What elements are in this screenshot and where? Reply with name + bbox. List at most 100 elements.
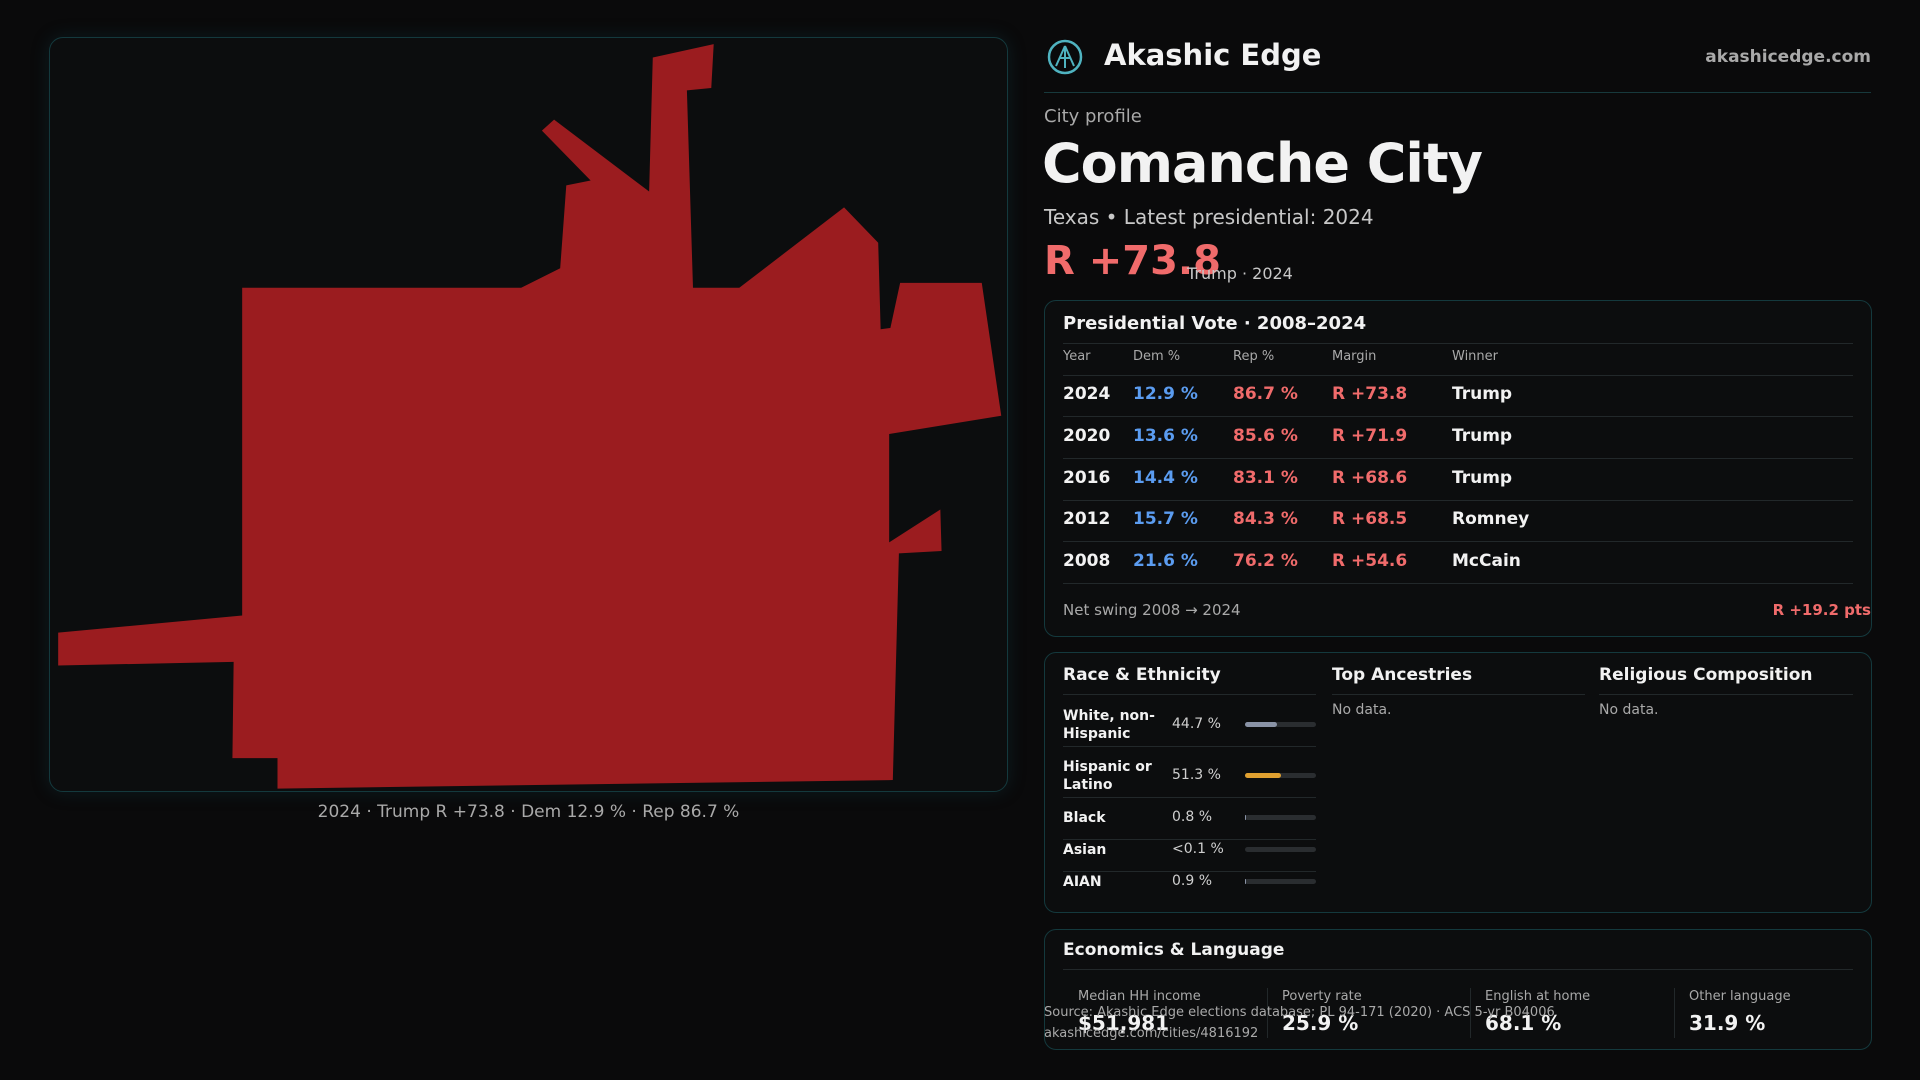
table-cell: 15.7 % — [1133, 509, 1198, 529]
stat-label: Median HH income — [1078, 989, 1201, 1004]
race-share: 0.9 % — [1172, 873, 1213, 889]
divider — [1063, 583, 1853, 584]
year-cell: 2012 — [1063, 509, 1111, 529]
race-label: Black — [1063, 810, 1106, 826]
table-cell: R +71.9 — [1332, 426, 1408, 446]
race-bar — [1245, 722, 1277, 727]
stat-value: 31.9 % — [1689, 1011, 1766, 1035]
year-cell: 2008 — [1063, 551, 1111, 571]
divider — [1063, 500, 1853, 501]
table-cell: R +68.5 — [1332, 509, 1408, 529]
table-cell: Trump — [1452, 468, 1513, 488]
divider — [1599, 694, 1853, 695]
site-link[interactable]: akashicedge.com — [1705, 47, 1871, 67]
table-cell: Trump — [1452, 384, 1513, 404]
race-bar — [1245, 815, 1246, 820]
swing-value: R +19.2 pts — [1772, 601, 1871, 619]
race-share: 0.8 % — [1172, 809, 1213, 825]
city-map — [58, 44, 1002, 789]
stat-value: $51,981 — [1078, 1011, 1170, 1035]
table-cell: 14.4 % — [1133, 468, 1198, 488]
city-boundary — [58, 44, 1002, 789]
divider — [1063, 839, 1316, 840]
race-bar — [1245, 879, 1246, 884]
economics-card — [1044, 929, 1872, 1050]
divider — [1332, 694, 1585, 695]
source-url[interactable]: akashicedge.com/cities/4816192 — [1044, 1026, 1259, 1041]
brand-logo — [1047, 39, 1083, 75]
divider — [1063, 375, 1853, 376]
divider — [1674, 988, 1675, 1038]
table-cell: Trump — [1452, 426, 1513, 446]
table-cell: 85.6 % — [1233, 426, 1298, 446]
divider — [1063, 871, 1316, 872]
race-share: <0.1 % — [1172, 841, 1224, 857]
year-cell: 2016 — [1063, 468, 1111, 488]
column-header: Margin — [1332, 349, 1377, 364]
stat-label: English at home — [1485, 989, 1591, 1004]
year-cell: 2020 — [1063, 426, 1111, 446]
table-cell: 13.6 % — [1133, 426, 1198, 446]
ancestries-note: No data. — [1332, 702, 1392, 718]
vote-title: Presidential Vote · 2008–2024 — [1063, 313, 1367, 334]
table-cell: 83.1 % — [1233, 468, 1298, 488]
bar-track — [1245, 879, 1316, 884]
column-header: Dem % — [1133, 349, 1181, 364]
column-header: Year — [1063, 349, 1091, 364]
swing-label: Net swing 2008 → 2024 — [1063, 601, 1241, 619]
stat-value: 25.9 % — [1282, 1011, 1359, 1035]
bar-track — [1245, 815, 1316, 820]
kicker: City profile — [1044, 106, 1142, 127]
religion-title: Religious Composition — [1599, 665, 1813, 685]
divider — [1063, 969, 1853, 970]
race-share: 51.3 % — [1172, 767, 1221, 783]
stat-label: Other language — [1689, 989, 1791, 1004]
stat-label: Poverty rate — [1282, 989, 1362, 1004]
table-cell: Romney — [1452, 509, 1530, 529]
divider — [1063, 694, 1316, 695]
table-cell: 21.6 % — [1133, 551, 1198, 571]
table-cell: McCain — [1452, 551, 1521, 571]
city-title: Comanche City — [1042, 132, 1483, 195]
map-panel — [49, 37, 1008, 792]
race-bar — [1245, 773, 1282, 778]
column-header: Rep % — [1233, 349, 1275, 364]
divider — [1063, 458, 1853, 459]
vote-card — [1044, 300, 1872, 637]
bar-track — [1245, 722, 1316, 727]
race-label: AIAN — [1063, 874, 1102, 890]
table-cell: 86.7 % — [1233, 384, 1298, 404]
ancestries-title: Top Ancestries — [1332, 665, 1473, 685]
table-cell: 84.3 % — [1233, 509, 1298, 529]
year-cell: 2024 — [1063, 384, 1111, 404]
table-cell: R +54.6 — [1332, 551, 1408, 571]
divider — [1063, 343, 1853, 344]
header-divider — [1044, 92, 1871, 93]
headline-margin: R +73.8 — [1044, 238, 1221, 284]
race-label: Hispanic or Latino — [1063, 759, 1152, 793]
race-title: Race & Ethnicity — [1063, 665, 1221, 685]
table-cell: 76.2 % — [1233, 551, 1298, 571]
economics-title: Economics & Language — [1063, 940, 1285, 960]
table-cell: R +73.8 — [1332, 384, 1408, 404]
subtitle: Texas • Latest presidential: 2024 — [1044, 205, 1374, 229]
divider — [1063, 746, 1316, 747]
divider — [1267, 988, 1268, 1038]
divider — [1470, 988, 1471, 1038]
margin-note: Trump · 2024 — [1187, 264, 1293, 283]
race-share: 44.7 % — [1172, 716, 1221, 732]
religion-note: No data. — [1599, 702, 1659, 718]
column-header: Winner — [1452, 349, 1499, 364]
demographics-card — [1044, 652, 1872, 913]
divider — [1063, 797, 1316, 798]
table-cell: R +68.6 — [1332, 468, 1408, 488]
stat-value: 68.1 % — [1485, 1011, 1562, 1035]
race-label: White, non-Hispanic — [1063, 708, 1155, 742]
table-cell: 12.9 % — [1133, 384, 1198, 404]
bar-track — [1245, 847, 1316, 852]
divider — [1063, 541, 1853, 542]
map-caption: 2024 · Trump R +73.8 · Dem 12.9 % · Rep … — [317, 802, 740, 822]
race-label: Asian — [1063, 842, 1107, 858]
source-text: Source: Akashic Edge elections database;… — [1044, 1005, 1555, 1020]
